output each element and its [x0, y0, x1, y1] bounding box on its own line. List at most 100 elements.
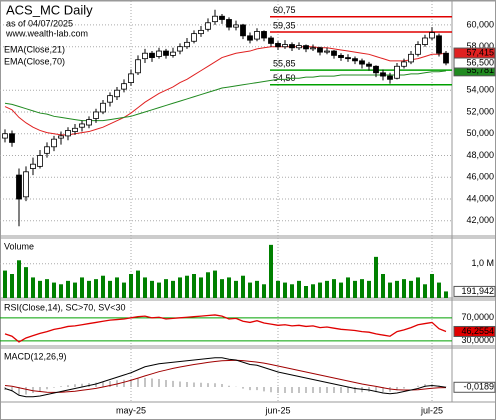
- volume-bar: [213, 270, 217, 298]
- volume-bar: [409, 280, 413, 298]
- y-tick-label: 44,000: [466, 193, 494, 203]
- candle-body: [268, 37, 274, 44]
- volume-bar: [283, 282, 287, 298]
- volume-bar: [199, 277, 203, 298]
- volume-bar: [423, 284, 427, 298]
- candle-body: [100, 102, 106, 113]
- level-label: 60,75: [273, 5, 296, 15]
- candle-body: [240, 24, 246, 37]
- macd-line: [4, 357, 447, 398]
- volume-bar: [332, 279, 336, 298]
- volume-bar: [3, 270, 7, 298]
- y-tick-label: 52,000: [466, 106, 494, 116]
- last-volume-box: [453, 285, 496, 297]
- candle-body: [44, 146, 50, 154]
- candle-body: [79, 123, 85, 128]
- volume-bar: [241, 275, 245, 298]
- candle-body: [198, 29, 204, 35]
- candle-body: [9, 133, 15, 143]
- y-tick-label: 46,000: [466, 172, 494, 182]
- candle-body: [156, 50, 162, 57]
- volume-bar: [402, 279, 406, 298]
- candle-body: [191, 33, 197, 42]
- volume-bar: [185, 275, 189, 298]
- chart-subtitle: as of 04/07/2025: [6, 18, 73, 28]
- volume-bar: [80, 277, 84, 298]
- volume-bar: [367, 280, 371, 298]
- candle-body: [170, 51, 176, 56]
- volume-bar: [346, 277, 350, 298]
- volume-bar: [234, 280, 238, 298]
- volume-bar: [311, 284, 315, 298]
- volume-bar: [339, 282, 343, 298]
- volume-bar: [178, 277, 182, 298]
- volume-bar: [430, 274, 434, 298]
- volume-bar: [318, 282, 322, 298]
- volume-bar: [150, 280, 154, 298]
- ema-line: [4, 46, 447, 136]
- candle-body: [345, 57, 351, 60]
- candle-body: [93, 111, 99, 119]
- level-label: 59,35: [273, 20, 296, 30]
- y-tick-label: 70,0000: [461, 312, 494, 322]
- y-tick-label: 42,000: [466, 215, 494, 225]
- candle-body: [415, 44, 421, 55]
- candle-body: [65, 130, 71, 137]
- rsi-line: [4, 314, 447, 343]
- last-ema: 57,415: [466, 47, 494, 57]
- candle-body: [37, 155, 43, 167]
- volume-bar: [59, 284, 63, 298]
- candle-body: [310, 47, 316, 50]
- volume-bar: [192, 274, 196, 298]
- candle-body: [163, 50, 169, 56]
- candle-body: [149, 52, 155, 58]
- x-tick-label: jul-25: [420, 405, 443, 415]
- volume-bar: [227, 277, 231, 298]
- volume-bar: [353, 280, 357, 298]
- volume-bar: [24, 267, 28, 298]
- candle-body: [436, 35, 442, 54]
- last-close-box: [453, 57, 496, 69]
- candle-body: [394, 65, 400, 79]
- candle-body: [114, 89, 120, 98]
- candle-body: [352, 58, 358, 62]
- candle-body: [16, 174, 22, 200]
- candle-body: [205, 22, 211, 30]
- volume-bar: [388, 282, 392, 298]
- candle-body: [380, 72, 386, 77]
- y-tick-label: 30,0000: [461, 335, 494, 345]
- candle-body: [366, 63, 372, 67]
- signal-line: [4, 359, 447, 393]
- volume-bar: [17, 260, 21, 298]
- level-label: 55,85: [273, 58, 296, 68]
- volume-bar: [143, 277, 147, 298]
- candle-body: [338, 54, 344, 58]
- volume-bar: [206, 272, 210, 298]
- candle-body: [219, 15, 225, 20]
- candle-body: [282, 44, 288, 48]
- candle-body: [128, 73, 134, 83]
- volume-bar: [73, 282, 77, 298]
- candle-body: [303, 45, 309, 50]
- x-tick-label: jun-25: [264, 405, 290, 415]
- y-tick-label: 50,000: [466, 128, 494, 138]
- last-macd: -0,0189: [463, 382, 494, 392]
- volume-bar: [269, 244, 273, 298]
- volume-bar: [416, 277, 420, 298]
- volume-bar: [157, 282, 161, 298]
- y-tick-label: 48,000: [466, 150, 494, 160]
- chart-title: ACS_MC Daily: [6, 2, 93, 17]
- candle-body: [408, 53, 414, 63]
- pane-title: RSI(Close,14), SC>70, SV<30: [4, 302, 126, 312]
- candle-body: [289, 44, 295, 49]
- candle-body: [387, 75, 393, 80]
- volume-bar: [45, 279, 49, 298]
- candle-body: [317, 47, 323, 53]
- candle-body: [58, 135, 64, 139]
- candle-body: [401, 61, 407, 67]
- candle-body: [72, 127, 78, 132]
- candle-body: [121, 83, 127, 90]
- candle-body: [177, 46, 183, 52]
- volume-bar: [304, 286, 308, 298]
- last-ema: 55,781: [466, 65, 494, 75]
